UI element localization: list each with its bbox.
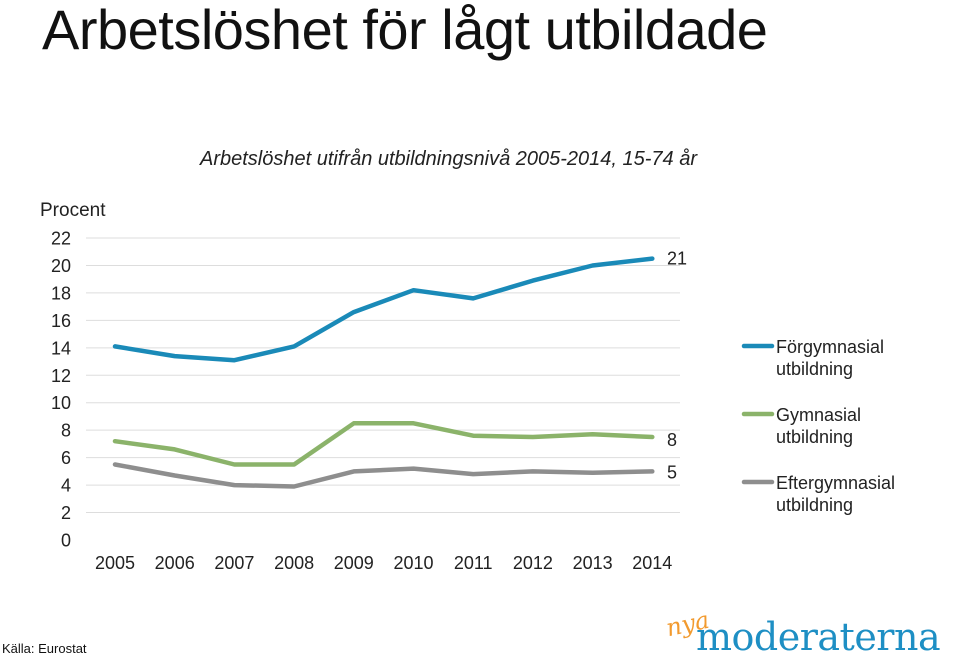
y-axis-label: Procent bbox=[40, 200, 106, 221]
x-tick-label: 2007 bbox=[214, 553, 254, 573]
series-lines bbox=[112, 256, 655, 489]
y-tick-label: 0 bbox=[61, 531, 71, 551]
end-label-series-1: 21 bbox=[667, 249, 687, 269]
x-axis-ticks: 2005 2006 2007 2008 2009 2010 2011 2012 2013 2014 bbox=[95, 553, 672, 573]
end-label-series-3: 5 bbox=[667, 462, 677, 482]
legend: FörgymnasialutbildningGymnasialutbildnin… bbox=[741, 337, 895, 515]
grid-lines bbox=[86, 237, 680, 514]
y-tick-label: 16 bbox=[51, 311, 71, 331]
x-tick-label: 2011 bbox=[454, 553, 493, 573]
y-tick-label: 22 bbox=[51, 229, 71, 249]
source-note: Källa: Eurostat bbox=[2, 641, 87, 656]
x-tick-label: 2006 bbox=[155, 553, 195, 573]
x-tick-label: 2013 bbox=[573, 553, 613, 573]
line-chart: 0 2 4 6 8 10 12 14 16 18 20 22 2005 2006 2007 2008 2009… bbox=[51, 229, 895, 574]
moderaterna-logo: nya moderaterna bbox=[660, 606, 960, 660]
legend-label: utbildning bbox=[776, 359, 853, 379]
end-labels: 21 8 5 bbox=[667, 249, 687, 483]
y-tick-label: 12 bbox=[51, 366, 71, 386]
y-tick-label: 10 bbox=[51, 393, 71, 413]
y-tick-label: 8 bbox=[61, 421, 71, 441]
x-tick-label: 2009 bbox=[334, 553, 374, 573]
legend-label: utbildning bbox=[776, 427, 853, 447]
y-axis-ticks: 0 2 4 6 8 10 12 14 16 18 20 22 bbox=[51, 229, 71, 551]
x-tick-label: 2012 bbox=[513, 553, 553, 573]
y-tick-label: 20 bbox=[51, 256, 71, 276]
page-title: Arbetslöshet för lågt utbildade bbox=[42, 0, 768, 61]
legend-label: Eftergymnasial bbox=[776, 473, 895, 493]
logo-name: moderaterna bbox=[696, 615, 941, 659]
legend-label: Gymnasial bbox=[776, 405, 861, 425]
x-tick-label: 2010 bbox=[393, 553, 433, 573]
y-tick-label: 4 bbox=[61, 476, 71, 496]
series-line-2 bbox=[112, 421, 655, 467]
x-tick-label: 2014 bbox=[632, 553, 672, 573]
y-tick-label: 6 bbox=[61, 448, 71, 468]
legend-label: Förgymnasial bbox=[776, 337, 884, 357]
legend-label: utbildning bbox=[776, 495, 853, 515]
series-line-1 bbox=[112, 256, 655, 363]
y-tick-label: 14 bbox=[51, 338, 71, 358]
chart-title: Arbetslöshet utifrån utbildningsnivå 200… bbox=[200, 148, 697, 170]
x-tick-label: 2008 bbox=[274, 553, 314, 573]
end-label-series-2: 8 bbox=[667, 430, 677, 450]
series-line-3 bbox=[112, 462, 655, 489]
x-tick-label: 2005 bbox=[95, 553, 135, 573]
y-tick-label: 18 bbox=[51, 283, 71, 303]
y-tick-label: 2 bbox=[61, 503, 71, 523]
